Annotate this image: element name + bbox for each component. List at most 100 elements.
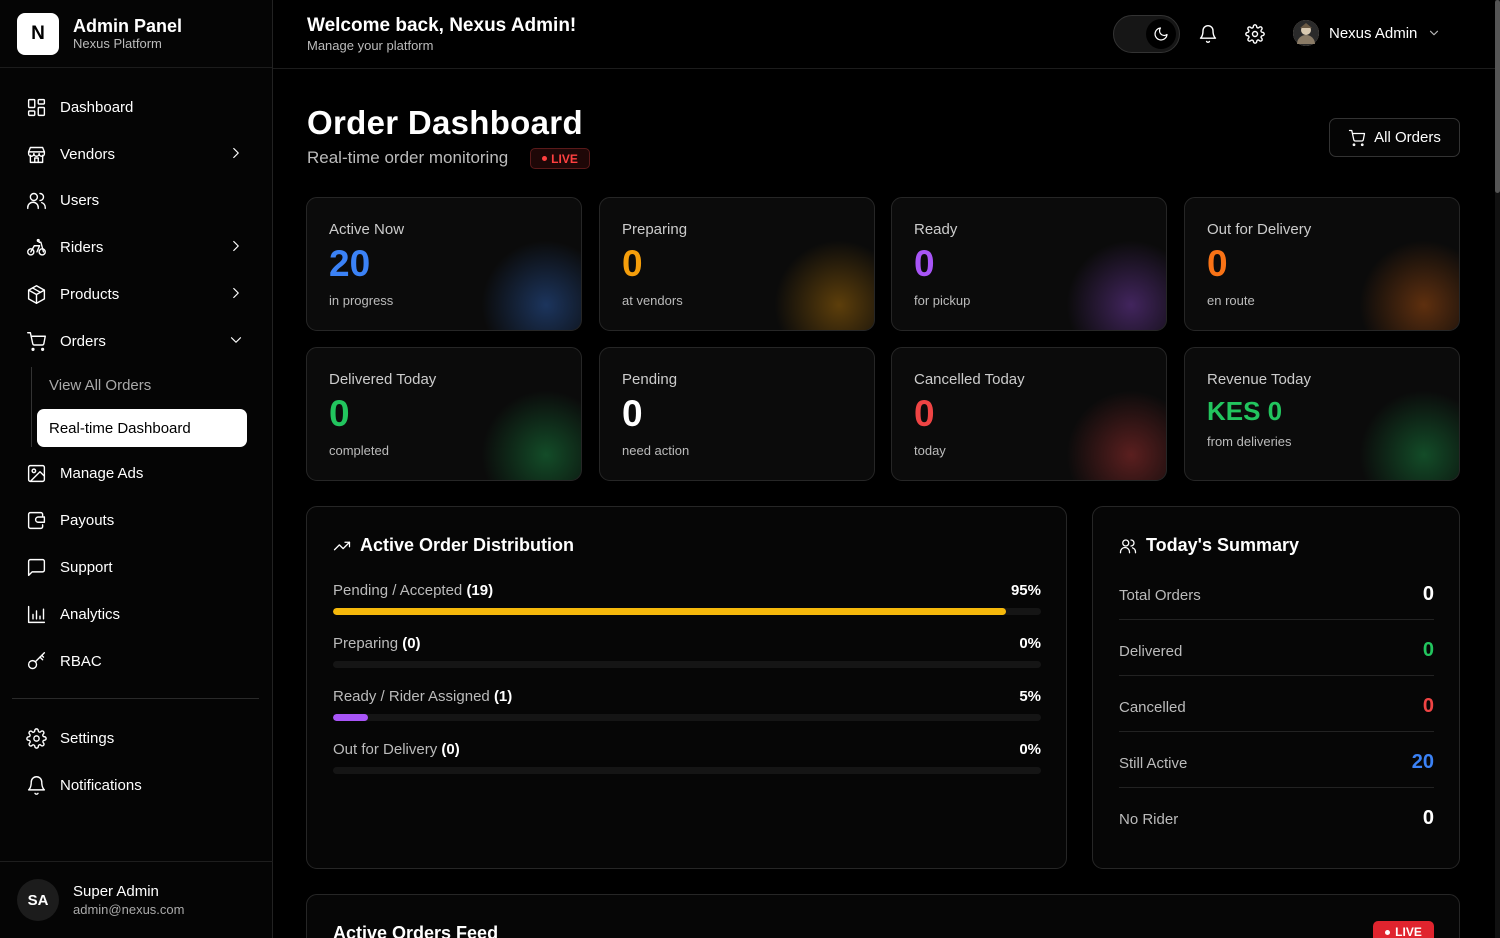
stat-value: 0: [914, 393, 935, 434]
stat-card-active-now[interactable]: Active Now 20 in progress: [306, 197, 582, 331]
chevron-right-icon: [233, 287, 239, 299]
summary-row-no-rider: No Rider 0: [1119, 788, 1434, 844]
stat-subtext: from deliveries: [1207, 434, 1292, 449]
sidebar-item-orders[interactable]: Orders: [12, 321, 259, 361]
sidebar: N Admin Panel Nexus Platform Dashboard V…: [0, 0, 273, 938]
dist-row-pending: Pending / Accepted (19) 95%: [333, 582, 1041, 615]
sidebar-item-rbac[interactable]: RBAC: [12, 641, 259, 681]
stat-subtext: in progress: [329, 293, 394, 308]
sidebar-subitem-view-all-orders[interactable]: View All Orders: [49, 376, 152, 394]
card-glow: [481, 240, 581, 330]
card-glow: [1359, 390, 1459, 480]
sidebar-item-riders[interactable]: Riders: [12, 227, 259, 267]
live-label: LIVE: [1395, 925, 1422, 938]
orders-feed-panel: Active Orders Feed LIVE: [306, 894, 1460, 938]
summary-panel: Today's Summary Total Orders 0 Delivered…: [1092, 506, 1460, 869]
sidebar-item-vendors[interactable]: Vendors: [12, 134, 259, 174]
dist-count: (0): [441, 741, 460, 758]
wallet-icon: [27, 511, 46, 529]
notifications-button[interactable]: [1198, 24, 1218, 44]
stat-value: KES 0: [1207, 396, 1283, 426]
stat-card-delivered-today[interactable]: Delivered Today 0 completed: [306, 347, 582, 481]
sidebar-item-label: Payouts: [60, 511, 115, 529]
bike-icon: [27, 238, 46, 256]
stat-subtext: completed: [329, 443, 389, 458]
key-icon: [27, 651, 46, 669]
sidebar-item-analytics[interactable]: Analytics: [12, 594, 259, 634]
avatar: [1293, 20, 1319, 46]
brand-subtitle: Nexus Platform: [73, 35, 162, 51]
summary-label: Still Active: [1119, 755, 1188, 772]
summary-row-cancelled: Cancelled 0: [1119, 676, 1434, 732]
sidebar-item-dashboard[interactable]: Dashboard: [12, 87, 259, 127]
all-orders-button[interactable]: All Orders: [1329, 118, 1460, 157]
brand-title: Admin Panel: [73, 15, 183, 36]
sidebar-item-label: Products: [60, 285, 120, 303]
topbar: Welcome back, Nexus Admin! Manage your p…: [273, 0, 1495, 69]
brand[interactable]: N Admin Panel Nexus Platform: [0, 0, 272, 68]
moon-icon: [1154, 27, 1168, 41]
stat-value: 0: [622, 393, 643, 434]
user-menu[interactable]: Nexus Admin: [1293, 20, 1441, 46]
summary-label: No Rider: [1119, 811, 1179, 828]
dist-label: Preparing (0): [333, 635, 421, 652]
sidebar-item-manage-ads[interactable]: Manage Ads: [12, 453, 259, 493]
progress-track: [333, 661, 1041, 668]
sidebar-item-label: Notifications: [60, 776, 142, 794]
stat-card-revenue-today[interactable]: Revenue Today KES 0 from deliveries: [1184, 347, 1460, 481]
sidebar-item-notifications[interactable]: Notifications: [12, 765, 259, 805]
dist-label: Ready / Rider Assigned (1): [333, 688, 513, 705]
theme-toggle[interactable]: [1113, 15, 1180, 53]
scrollbar[interactable]: [1495, 0, 1500, 938]
stat-card-preparing[interactable]: Preparing 0 at vendors: [599, 197, 875, 331]
welcome-subtitle: Manage your platform: [307, 38, 434, 53]
stat-value: 0: [622, 243, 643, 284]
sidebar-item-payouts[interactable]: Payouts: [12, 500, 259, 540]
settings-button[interactable]: [1245, 24, 1265, 44]
sidebar-user[interactable]: SA Super Admin admin@nexus.com: [0, 861, 273, 938]
stat-card-pending[interactable]: Pending 0 need action: [599, 347, 875, 481]
chevron-right-icon: [233, 147, 239, 159]
submenu-line: [31, 367, 32, 447]
stat-card-cancelled-today[interactable]: Cancelled Today 0 today: [891, 347, 1167, 481]
brand-logo: N: [17, 12, 59, 55]
sidebar-item-label: Orders: [60, 332, 106, 350]
sidebar-item-label: Support: [60, 558, 113, 576]
stat-card-out-for-delivery[interactable]: Out for Delivery 0 en route: [1184, 197, 1460, 331]
sidebar-item-users[interactable]: Users: [12, 180, 259, 220]
dist-percent: 0%: [1019, 635, 1041, 652]
card-glow: [481, 390, 581, 480]
users-icon: [27, 192, 46, 209]
scroll-thumb[interactable]: [1495, 0, 1500, 193]
live-badge: LIVE: [1373, 921, 1434, 938]
sidebar-item-support[interactable]: Support: [12, 547, 259, 587]
bell-icon: [1199, 25, 1217, 43]
sidebar-item-settings[interactable]: Settings: [12, 718, 259, 758]
user-name: Super Admin: [73, 883, 159, 900]
stat-label: Delivered Today: [329, 371, 437, 388]
page-title: Order Dashboard: [307, 104, 583, 141]
dist-row-preparing: Preparing (0) 0%: [333, 635, 1041, 668]
stat-value: 20: [329, 243, 371, 284]
stat-subtext: at vendors: [622, 293, 683, 308]
image-icon: [27, 464, 46, 482]
sidebar-item-products[interactable]: Products: [12, 274, 259, 314]
progress-track: [333, 714, 1041, 721]
sidebar-subitem-realtime-dashboard[interactable]: Real-time Dashboard: [37, 409, 247, 447]
gear-icon: [26, 727, 47, 749]
stat-card-ready[interactable]: Ready 0 for pickup: [891, 197, 1167, 331]
stat-label: Cancelled Today: [914, 371, 1025, 388]
stat-label: Ready: [914, 221, 958, 238]
sidebar-item-label: Dashboard: [60, 98, 134, 116]
sidebar-item-label: Analytics: [60, 605, 121, 623]
live-dot: [1385, 929, 1391, 935]
stat-label: Pending: [622, 371, 678, 388]
dashboard-icon: [27, 98, 46, 116]
dist-label: Pending / Accepted (19): [333, 582, 494, 599]
stat-subtext: for pickup: [914, 293, 971, 308]
sidebar-item-label: Users: [60, 191, 100, 209]
trending-up-icon: [333, 541, 351, 550]
sidebar-item-label: Manage Ads: [60, 464, 144, 482]
panel-title: Today's Summary: [1146, 535, 1299, 555]
sidebar-item-label: RBAC: [60, 652, 102, 670]
